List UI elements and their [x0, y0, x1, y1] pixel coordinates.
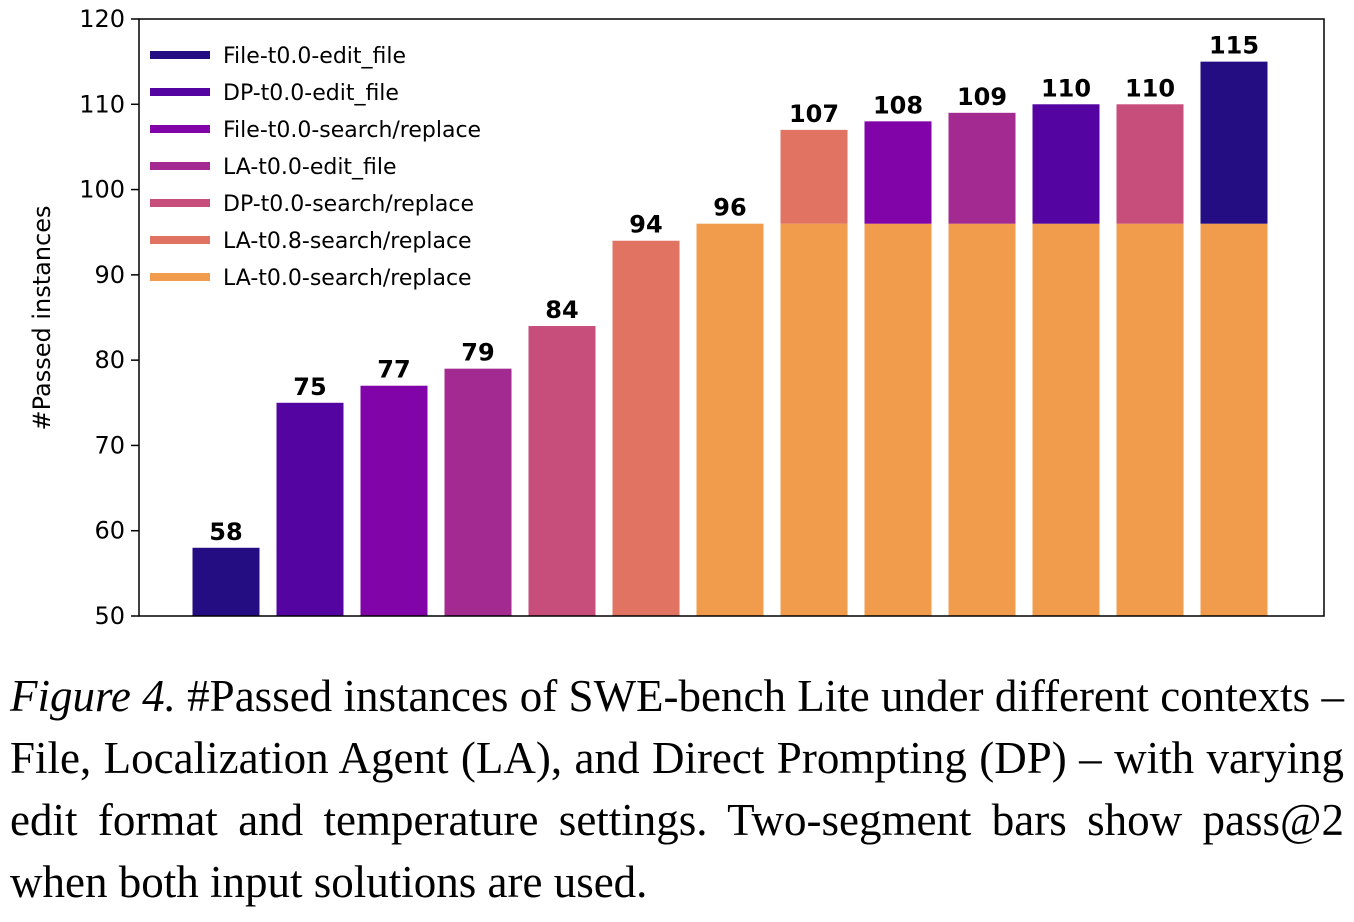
- bar-value-label-4: 79: [461, 339, 494, 367]
- y-tick-label: 120: [79, 5, 125, 33]
- y-tick-label: 80: [94, 346, 125, 374]
- legend-swatch-2: [150, 88, 210, 96]
- bar-12-segment-2: [1116, 104, 1184, 224]
- bar-value-label-6: 94: [629, 211, 662, 239]
- legend-swatch-4: [150, 162, 210, 170]
- legend-label-6: LA-t0.8-search/replace: [223, 229, 472, 254]
- bar-value-label-9: 108: [873, 91, 923, 119]
- bar-value-label-8: 107: [789, 100, 839, 128]
- bar-8-segment-2: [780, 129, 848, 224]
- bar-9-segment-1: [864, 223, 932, 616]
- y-axis-ticks: 50 60 70 80 90 100 110 120: [79, 5, 139, 630]
- y-tick-label: 50: [94, 602, 125, 630]
- bar-value-label-11: 110: [1041, 74, 1091, 102]
- bar-10-segment-2: [948, 112, 1016, 224]
- figure-caption-lead: Figure 4.: [10, 671, 176, 721]
- legend-swatch-7: [150, 273, 210, 281]
- legend-label-5: DP-t0.0-search/replace: [223, 192, 474, 217]
- bar-value-label-1: 58: [209, 518, 242, 546]
- y-tick-label: 110: [79, 90, 125, 118]
- bars-layer: [192, 61, 1268, 616]
- y-tick-label: 90: [94, 261, 125, 289]
- y-tick-label: 100: [79, 176, 125, 204]
- legend-label-2: DP-t0.0-edit_file: [223, 81, 399, 106]
- legend: File-t0.0-edit_file DP-t0.0-edit_file File…: [150, 44, 481, 291]
- bar-11-segment-1: [1032, 223, 1100, 616]
- bar-10-segment-1: [948, 223, 1016, 616]
- legend-label-4: LA-t0.0-edit_file: [223, 155, 397, 180]
- bar-value-label-12: 110: [1125, 74, 1175, 102]
- legend-swatch-5: [150, 199, 210, 207]
- bar-2-segment-1: [276, 402, 344, 616]
- y-tick-label: 70: [94, 431, 125, 459]
- bar-chart: 58 75 77 79 84 94 96 107 108 109 110 110 115 50 60 70 8…: [28, 5, 1325, 630]
- bar-value-label-2: 75: [293, 373, 326, 401]
- legend-label-7: LA-t0.0-search/replace: [223, 266, 472, 291]
- figure-caption-text: #Passed instances of SWE-bench Lite unde…: [10, 671, 1344, 907]
- bar-13-segment-2: [1200, 61, 1268, 224]
- bar-8-segment-1: [780, 223, 848, 616]
- bar-value-label-13: 115: [1209, 32, 1259, 60]
- bar-value-label-3: 77: [377, 356, 410, 384]
- bar-3-segment-1: [360, 385, 428, 616]
- plot-frame: [138, 18, 1325, 617]
- bar-12-segment-1: [1116, 223, 1184, 616]
- figure-caption: Figure 4. #Passed instances of SWE-bench…: [10, 665, 1344, 913]
- y-tick-label: 60: [94, 517, 125, 545]
- legend-label-1: File-t0.0-edit_file: [223, 44, 406, 69]
- bar-6-segment-1: [612, 240, 680, 616]
- bar-value-label-5: 84: [545, 296, 578, 324]
- y-axis-label: #Passed instances: [28, 205, 56, 430]
- bar-13-segment-1: [1200, 223, 1268, 616]
- legend-swatch-3: [150, 125, 210, 133]
- bar-value-label-7: 96: [713, 194, 746, 222]
- bar-9-segment-2: [864, 121, 932, 224]
- legend-swatch-6: [150, 236, 210, 244]
- legend-label-3: File-t0.0-search/replace: [223, 118, 481, 143]
- bar-11-segment-2: [1032, 104, 1100, 224]
- bar-value-label-10: 109: [957, 83, 1007, 111]
- bar-7-segment-1: [696, 223, 764, 616]
- bar-1-segment-1: [192, 547, 260, 616]
- bar-5-segment-1: [528, 326, 596, 616]
- value-labels-layer: 58 75 77 79 84 94 96 107 108 109 110 110 115: [209, 32, 1259, 546]
- bar-4-segment-1: [444, 368, 512, 616]
- legend-swatch-1: [150, 51, 210, 59]
